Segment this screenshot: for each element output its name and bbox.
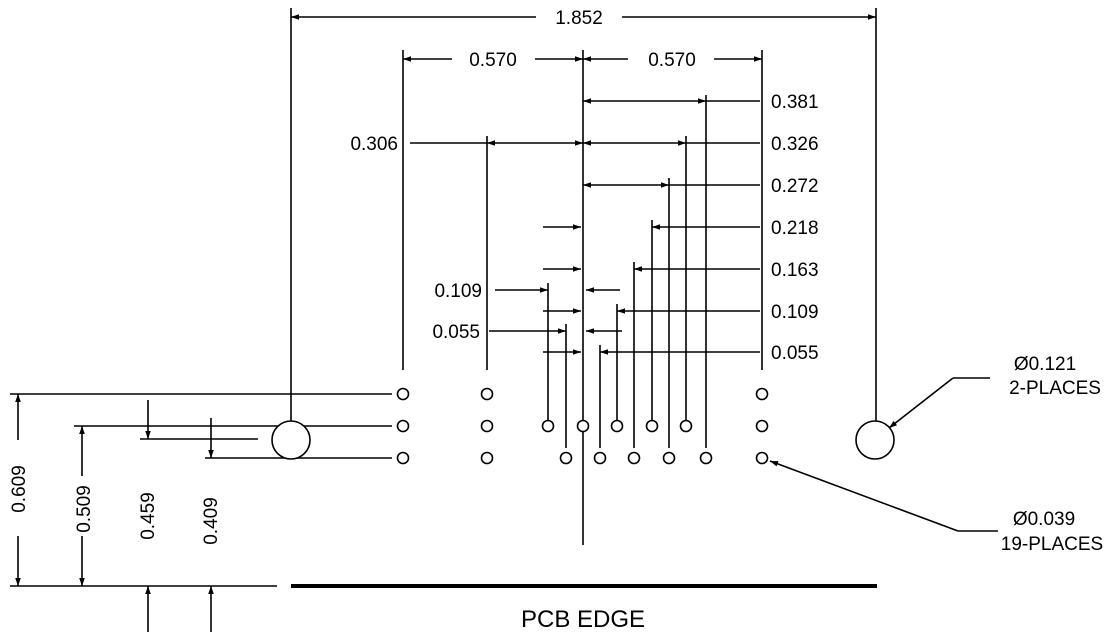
small-hole — [645, 419, 659, 433]
callout-large-hole-diameter: Ø0.121 — [1014, 354, 1076, 375]
dim-half-widths: 0.570 0.570 — [402, 50, 763, 545]
dim-left-offsets: 0.306 0.109 0.055 — [350, 134, 622, 448]
callout-large-hole-qty: 2-PLACES — [1009, 378, 1101, 399]
dim-vertical-0509: 0.509 — [74, 485, 95, 533]
dim-vertical-0609: 0.609 — [9, 465, 30, 513]
dim-right-offsets: 0.381 0.326 0.272 0.218 0.163 0.109 0.05… — [583, 92, 819, 448]
small-hole — [480, 451, 494, 465]
small-hole — [610, 419, 624, 433]
dim-offset-0218: 0.218 — [771, 218, 819, 239]
large-hole — [271, 420, 311, 460]
pcb-edge-label: PCB EDGE — [521, 606, 645, 633]
small-hole — [755, 451, 769, 465]
large-hole — [855, 420, 895, 460]
small-holes — [396, 387, 769, 465]
small-hole — [480, 419, 494, 433]
small-hole — [396, 387, 410, 401]
small-hole — [593, 451, 607, 465]
small-hole — [396, 419, 410, 433]
dim-vertical-0459: 0.459 — [138, 492, 159, 540]
pcb-edge: PCB EDGE — [291, 584, 877, 633]
small-hole — [699, 451, 713, 465]
dim-offset-0055-left: 0.055 — [432, 322, 480, 343]
callout-large-hole: Ø0.121 2-PLACES — [888, 354, 1101, 429]
small-hole — [396, 451, 410, 465]
dim-offset-0163: 0.163 — [771, 260, 819, 281]
small-hole — [480, 387, 494, 401]
dim-overall-width: 1.852 — [290, 8, 877, 432]
small-hole — [755, 419, 769, 433]
small-hole — [755, 387, 769, 401]
dim-offset-0055-right: 0.055 — [771, 343, 819, 364]
dim-overall-width-label: 1.852 — [555, 8, 603, 29]
callout-small-hole: Ø0.039 19-PLACES — [769, 460, 1103, 555]
dim-left-half-label: 0.570 — [469, 50, 517, 71]
dim-offset-0272: 0.272 — [771, 176, 819, 197]
dim-vertical: 0.609 0.509 0.459 0.409 — [9, 393, 392, 632]
small-hole — [679, 419, 693, 433]
dim-offset-0109-right: 0.109 — [771, 302, 819, 323]
large-holes — [271, 420, 895, 460]
small-hole — [627, 451, 641, 465]
small-hole — [662, 451, 676, 465]
small-hole — [576, 419, 590, 433]
small-hole — [559, 451, 573, 465]
callout-small-hole-diameter: Ø0.039 — [1013, 509, 1075, 530]
dim-offset-0381: 0.381 — [771, 92, 819, 113]
dim-offset-0109-left: 0.109 — [434, 281, 482, 302]
small-hole — [541, 419, 555, 433]
dim-vertical-0409: 0.409 — [201, 497, 222, 545]
dim-offset-0326: 0.326 — [771, 134, 819, 155]
dim-offset-0306: 0.306 — [350, 134, 398, 155]
dim-right-half-label: 0.570 — [648, 50, 696, 71]
callout-small-hole-qty: 19-PLACES — [1001, 534, 1103, 555]
